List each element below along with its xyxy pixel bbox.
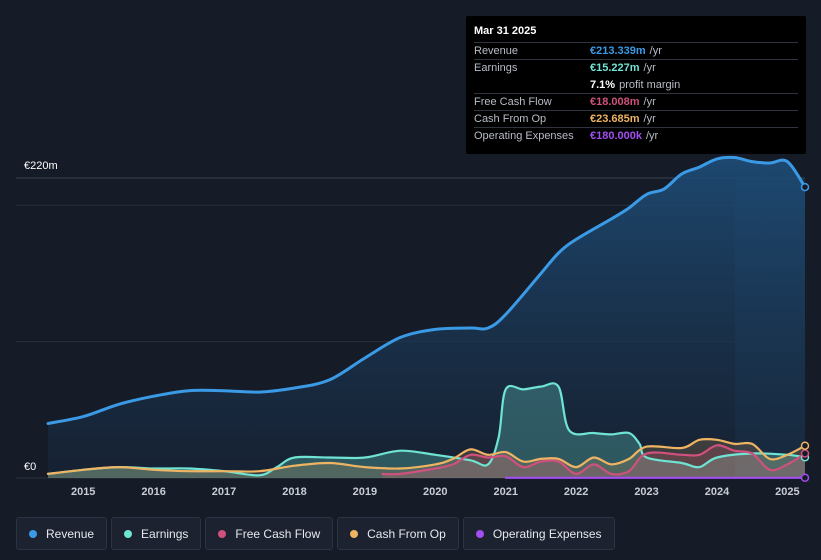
tooltip-row-value: €18.008m	[590, 96, 640, 108]
revenue-point	[800, 182, 810, 192]
free-cash-flow-point	[800, 449, 810, 458]
tooltip-row-value: €180.000k	[590, 130, 642, 142]
revenue-area	[48, 157, 805, 478]
cash-from-op-point	[800, 441, 810, 450]
legend-item-revenue[interactable]: Revenue	[16, 517, 108, 550]
legend-dot-icon	[350, 529, 359, 538]
legend-dot-icon	[29, 529, 37, 538]
earnings-area	[48, 383, 805, 478]
tooltip-row-label: Free Cash Flow	[474, 96, 552, 108]
tooltip-row-unit: /yr	[643, 96, 656, 108]
legend-item-cash-from-op[interactable]: Cash From Op	[337, 517, 459, 550]
tooltip-row-label: Operating Expenses	[474, 130, 574, 142]
tooltip-row: Free Cash Flow €18.008m/yr	[474, 93, 798, 110]
cash-from-op-area	[48, 439, 805, 478]
y-tick-label: €0	[24, 461, 36, 473]
legend-dot-icon	[218, 529, 227, 538]
legend-label: Operating Expenses	[492, 526, 602, 541]
tooltip-row-unit: profit margin	[619, 78, 681, 91]
legend-dot-icon	[124, 529, 133, 538]
x-tick-label: 2024	[705, 486, 730, 498]
x-axis: 2015 2016 2017 2018 2019 2020 2021 2022 2023 2024…	[71, 486, 800, 498]
free-cash-flow-line	[381, 444, 807, 476]
tooltip-row-value: €15.227m	[590, 62, 640, 74]
x-tick-label: 2016	[141, 486, 165, 498]
x-tick-label: 2019	[353, 486, 377, 498]
legend-label: Cash From Op	[367, 526, 446, 541]
series-areas	[48, 157, 805, 478]
tooltip-row: Revenue €213.339m/yr	[474, 42, 798, 59]
tooltip-row-value: €213.339m	[590, 45, 646, 57]
data-tooltip: Mar 31 2025 Revenue €213.339m/yr Earnings €…	[466, 16, 806, 154]
tooltip-row-unit: /yr	[646, 130, 659, 142]
tooltip-row-label: Earnings	[474, 62, 518, 74]
tooltip-row: 7.1% profit margin	[474, 76, 798, 93]
revenue-line	[46, 155, 807, 425]
cash-from-op-line	[46, 437, 807, 475]
tooltip-row: Earnings €15.227m/yr	[474, 59, 798, 76]
legend-item-free-cash-flow[interactable]: Free Cash Flow	[205, 517, 334, 550]
tooltip-row: Operating Expenses €180.000k/yr	[474, 127, 798, 144]
tooltip-date: Mar 31 2025	[474, 25, 537, 37]
legend-item-operating-expenses[interactable]: Operating Expenses	[462, 517, 615, 550]
series-endpoints	[800, 182, 810, 483]
legend-label: Revenue	[46, 526, 95, 541]
legend-label: Earnings	[141, 526, 189, 541]
x-tick-label: 2017	[212, 486, 236, 498]
chart-legend: Revenue Earnings Free Cash Flow Cash From O…	[16, 517, 615, 550]
tooltip-row-value: €23.685m	[590, 113, 640, 125]
y-axis: €0 €220m	[24, 160, 58, 473]
x-tick-label: 2025	[775, 486, 799, 498]
x-tick-label: 2022	[564, 486, 588, 498]
operating-expenses-point	[800, 473, 810, 483]
x-tick-label: 2021	[493, 486, 517, 498]
tooltip-row-unit: /yr	[649, 45, 662, 57]
x-tick-label: 2018	[282, 486, 306, 498]
tooltip-row-unit: /yr	[643, 62, 656, 74]
free-cash-flow-area	[382, 445, 805, 478]
x-tick-label: 2020	[423, 486, 447, 498]
legend-label: Free Cash Flow	[235, 526, 321, 541]
tooltip-row: Cash From Op €23.685m/yr	[474, 110, 798, 127]
y-tick-label: €220m	[24, 160, 58, 172]
legend-item-earnings[interactable]: Earnings	[111, 517, 202, 550]
x-tick-label: 2015	[71, 486, 95, 498]
tooltip-row-label: Cash From Op	[474, 113, 547, 125]
tooltip-row-label: Revenue	[474, 45, 519, 57]
x-tick-label: 2023	[634, 486, 658, 498]
legend-dot-icon	[475, 529, 484, 538]
tooltip-row-value: 7.1%	[590, 78, 616, 91]
series-lines	[46, 155, 807, 479]
tooltip-row-unit: /yr	[643, 113, 656, 125]
